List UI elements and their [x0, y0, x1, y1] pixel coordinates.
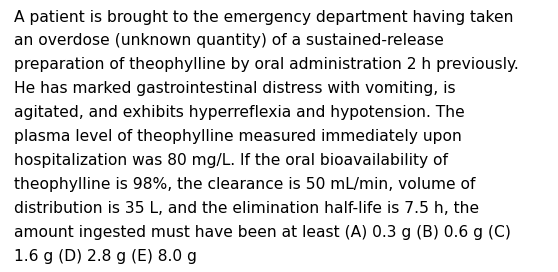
Text: distribution is 35 L, and the elimination half-life is 7.5 h, the: distribution is 35 L, and the eliminatio… — [14, 201, 479, 216]
Text: an overdose (unknown quantity) of a sustained-release: an overdose (unknown quantity) of a sust… — [14, 33, 444, 48]
Text: A patient is brought to the emergency department having taken: A patient is brought to the emergency de… — [14, 10, 513, 24]
Text: 1.6 g (D) 2.8 g (E) 8.0 g: 1.6 g (D) 2.8 g (E) 8.0 g — [14, 249, 197, 264]
Text: amount ingested must have been at least (A) 0.3 g (B) 0.6 g (C): amount ingested must have been at least … — [14, 225, 511, 240]
Text: theophylline is 98%, the clearance is 50 mL/min, volume of: theophylline is 98%, the clearance is 50… — [14, 177, 475, 192]
Text: plasma level of theophylline measured immediately upon: plasma level of theophylline measured im… — [14, 129, 462, 144]
Text: preparation of theophylline by oral administration 2 h previously.: preparation of theophylline by oral admi… — [14, 57, 519, 72]
Text: He has marked gastrointestinal distress with vomiting, is: He has marked gastrointestinal distress … — [14, 81, 455, 96]
Text: hospitalization was 80 mg/L. If the oral bioavailability of: hospitalization was 80 mg/L. If the oral… — [14, 153, 448, 168]
Text: agitated, and exhibits hyperreflexia and hypotension. The: agitated, and exhibits hyperreflexia and… — [14, 105, 465, 120]
